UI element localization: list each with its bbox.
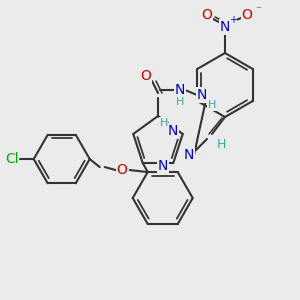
Text: H: H — [216, 139, 226, 152]
Text: N: N — [158, 159, 169, 173]
Text: H: H — [160, 118, 168, 128]
Text: O: O — [116, 163, 127, 177]
Text: N: N — [167, 124, 178, 138]
Text: N: N — [184, 148, 194, 162]
Text: H: H — [208, 100, 216, 110]
Text: N: N — [175, 83, 185, 97]
Text: O: O — [202, 8, 212, 22]
Text: O: O — [141, 69, 152, 83]
Text: N: N — [197, 88, 207, 102]
Text: O: O — [242, 8, 252, 22]
Text: +: + — [229, 15, 237, 25]
Text: ⁻: ⁻ — [255, 5, 261, 15]
Text: H: H — [176, 97, 184, 107]
Text: N: N — [220, 20, 230, 34]
Text: Cl: Cl — [5, 152, 19, 166]
